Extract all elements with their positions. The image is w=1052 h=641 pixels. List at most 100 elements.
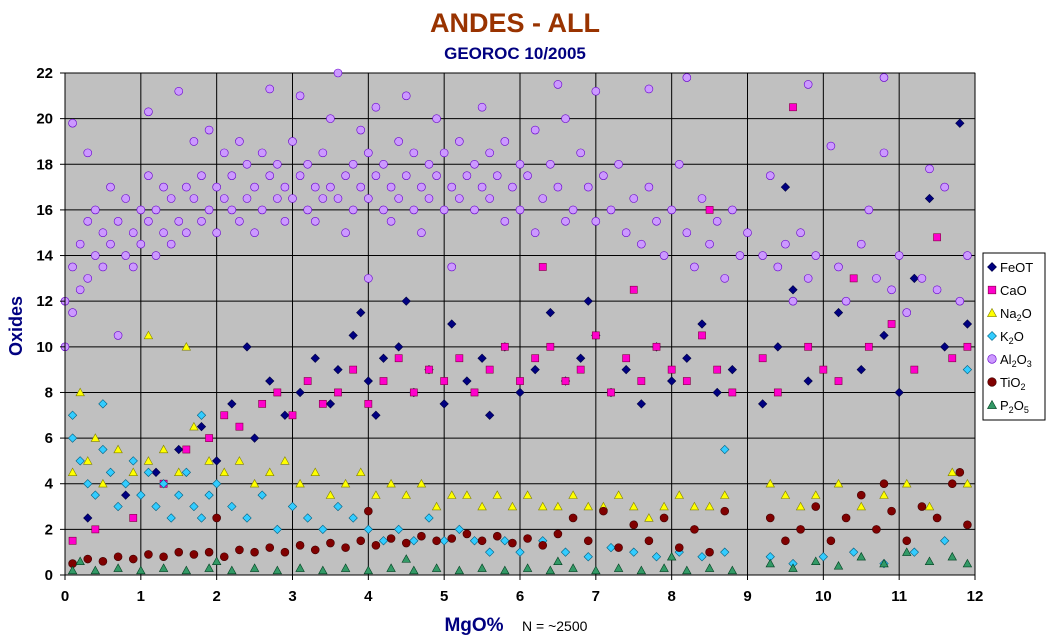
data-point	[295, 541, 305, 550]
y-tick-label: 6	[45, 430, 53, 447]
data-point	[128, 456, 138, 466]
data-point	[689, 501, 700, 511]
data-point	[425, 365, 433, 374]
data-point	[447, 534, 457, 543]
data-point	[401, 490, 411, 499]
data-point	[470, 388, 479, 397]
data-point	[143, 456, 154, 465]
data-point	[409, 565, 419, 575]
data-point	[394, 342, 404, 352]
data-point	[158, 444, 169, 454]
data-point	[235, 137, 244, 146]
data-point	[439, 536, 449, 546]
data-point	[561, 377, 570, 385]
data-point	[439, 399, 449, 409]
data-point	[318, 148, 328, 158]
data-point	[409, 536, 419, 546]
data-point	[325, 399, 336, 409]
data-point	[887, 285, 896, 295]
data-point	[955, 468, 965, 477]
data-point	[720, 547, 730, 557]
data-point	[98, 399, 108, 409]
data-point	[288, 137, 297, 146]
data-point	[879, 479, 889, 489]
data-point	[250, 228, 259, 238]
data-point	[795, 501, 806, 511]
data-point	[212, 513, 221, 523]
data-point	[333, 68, 343, 78]
data-point	[727, 565, 738, 575]
data-point	[546, 342, 555, 351]
data-point	[705, 239, 714, 249]
data-point	[348, 159, 358, 169]
data-point	[303, 377, 312, 385]
data-point	[765, 478, 775, 488]
x-tick-label: 5	[440, 588, 448, 605]
data-point	[295, 563, 305, 572]
x-tick-label: 4	[364, 588, 373, 605]
data-point	[288, 411, 297, 420]
data-point	[273, 159, 282, 169]
legend-marker-k2o	[987, 331, 997, 341]
data-point	[924, 556, 935, 565]
data-point	[105, 467, 116, 477]
legend-label-cao: CaO	[1000, 283, 1027, 298]
data-point	[136, 239, 146, 249]
data-point	[454, 565, 465, 575]
data-point	[310, 545, 320, 555]
data-point	[219, 552, 229, 562]
data-point	[204, 547, 214, 557]
data-point	[963, 520, 972, 530]
data-point	[409, 148, 419, 158]
data-point	[143, 330, 154, 340]
data-point	[644, 513, 654, 522]
legend-label-tio2: TiO2	[1000, 375, 1025, 392]
data-point	[682, 377, 691, 385]
data-point	[364, 399, 373, 408]
data-point	[378, 536, 389, 546]
data-point	[181, 467, 191, 477]
data-point	[667, 365, 676, 374]
data-point	[826, 536, 836, 546]
data-point	[67, 433, 78, 443]
data-point	[606, 205, 616, 215]
data-point	[462, 376, 472, 386]
data-point	[500, 217, 510, 226]
data-point	[841, 513, 851, 523]
data-point	[462, 529, 472, 539]
data-point	[249, 478, 260, 488]
data-point	[341, 543, 350, 552]
data-point	[879, 73, 889, 82]
data-point	[196, 410, 207, 420]
data-point	[401, 554, 411, 563]
data-point	[182, 182, 191, 192]
data-point	[416, 478, 427, 488]
data-point	[265, 467, 275, 476]
data-point	[811, 490, 821, 499]
data-point	[379, 377, 388, 385]
data-point	[917, 502, 927, 511]
data-point	[249, 433, 260, 443]
data-point	[371, 171, 381, 180]
data-point	[796, 525, 805, 534]
data-point	[803, 274, 813, 283]
data-point	[128, 467, 138, 476]
data-point	[121, 194, 130, 203]
data-point	[780, 182, 791, 192]
data-point	[704, 501, 715, 511]
data-point	[856, 365, 866, 375]
data-point	[500, 536, 510, 546]
data-point	[310, 217, 320, 226]
data-point	[674, 543, 684, 552]
data-point	[440, 377, 449, 385]
data-point	[68, 262, 77, 272]
data-point	[326, 182, 335, 192]
data-point	[728, 205, 737, 215]
data-point	[621, 228, 631, 238]
data-point	[280, 410, 290, 420]
data-point	[697, 552, 707, 562]
data-point	[924, 193, 935, 204]
data-point	[379, 159, 388, 169]
data-point	[644, 182, 654, 192]
